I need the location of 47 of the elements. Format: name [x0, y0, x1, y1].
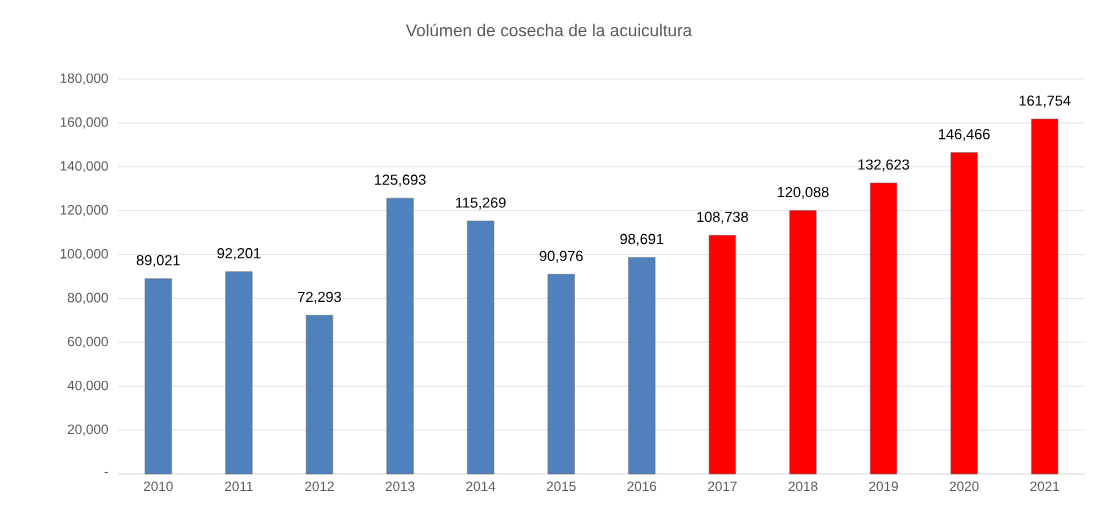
x-tick-label: 2021 — [1030, 481, 1060, 492]
y-tick-label: 80,000 — [67, 292, 108, 305]
x-tick-label: 2020 — [949, 481, 979, 492]
bar — [144, 278, 172, 475]
bar — [386, 197, 414, 475]
bar — [708, 235, 736, 475]
y-tick-label: 180,000 — [60, 73, 108, 85]
data-label: 90,976 — [539, 250, 583, 263]
bar — [789, 210, 817, 475]
data-label: 132,623 — [858, 159, 910, 172]
x-tick-label: 2019 — [869, 481, 898, 492]
x-tick-label: 2012 — [305, 481, 334, 492]
x-tick-label: 2016 — [627, 481, 657, 492]
y-tick-label: 120,000 — [60, 205, 108, 217]
bar — [1031, 118, 1059, 475]
y-tick-label: 20,000 — [67, 424, 108, 436]
bar — [628, 257, 656, 475]
y-tick-label: 160,000 — [60, 117, 108, 129]
data-label: 72,293 — [298, 291, 341, 304]
x-tick-label: 2011 — [225, 481, 253, 492]
data-label: 161,754 — [1019, 95, 1071, 108]
y-tick-label: 140,000 — [60, 161, 108, 173]
x-tick-label: 2015 — [546, 481, 576, 492]
data-label: 146,466 — [939, 129, 990, 142]
bar — [950, 152, 978, 475]
bar — [305, 315, 334, 475]
y-tick-label: 40,000 — [67, 380, 108, 392]
bar — [467, 220, 495, 475]
y-tick-label: 60,000 — [67, 336, 108, 348]
bar — [547, 274, 575, 475]
x-tick-label: 2014 — [466, 481, 496, 492]
x-tick-label: 2013 — [385, 481, 415, 492]
x-tick-label: 2010 — [143, 481, 173, 492]
data-label: 115,269 — [456, 197, 506, 210]
y-tick-label: - — [104, 471, 108, 473]
data-label: 98,691 — [620, 233, 664, 246]
y-tick-label: 100,000 — [60, 248, 108, 261]
x-tick-label: 2018 — [788, 481, 818, 492]
bar — [225, 271, 253, 475]
data-label: 125,693 — [374, 174, 426, 187]
data-label: 92,201 — [217, 248, 261, 261]
data-label: 89,021 — [136, 255, 180, 268]
data-label: 108,738 — [697, 211, 748, 224]
data-label: 120,088 — [777, 186, 829, 199]
chart-title: Volúmen de cosecha de la acuicultura — [405, 23, 693, 37]
x-tick-label: 2017 — [708, 481, 737, 492]
bar — [870, 182, 898, 475]
